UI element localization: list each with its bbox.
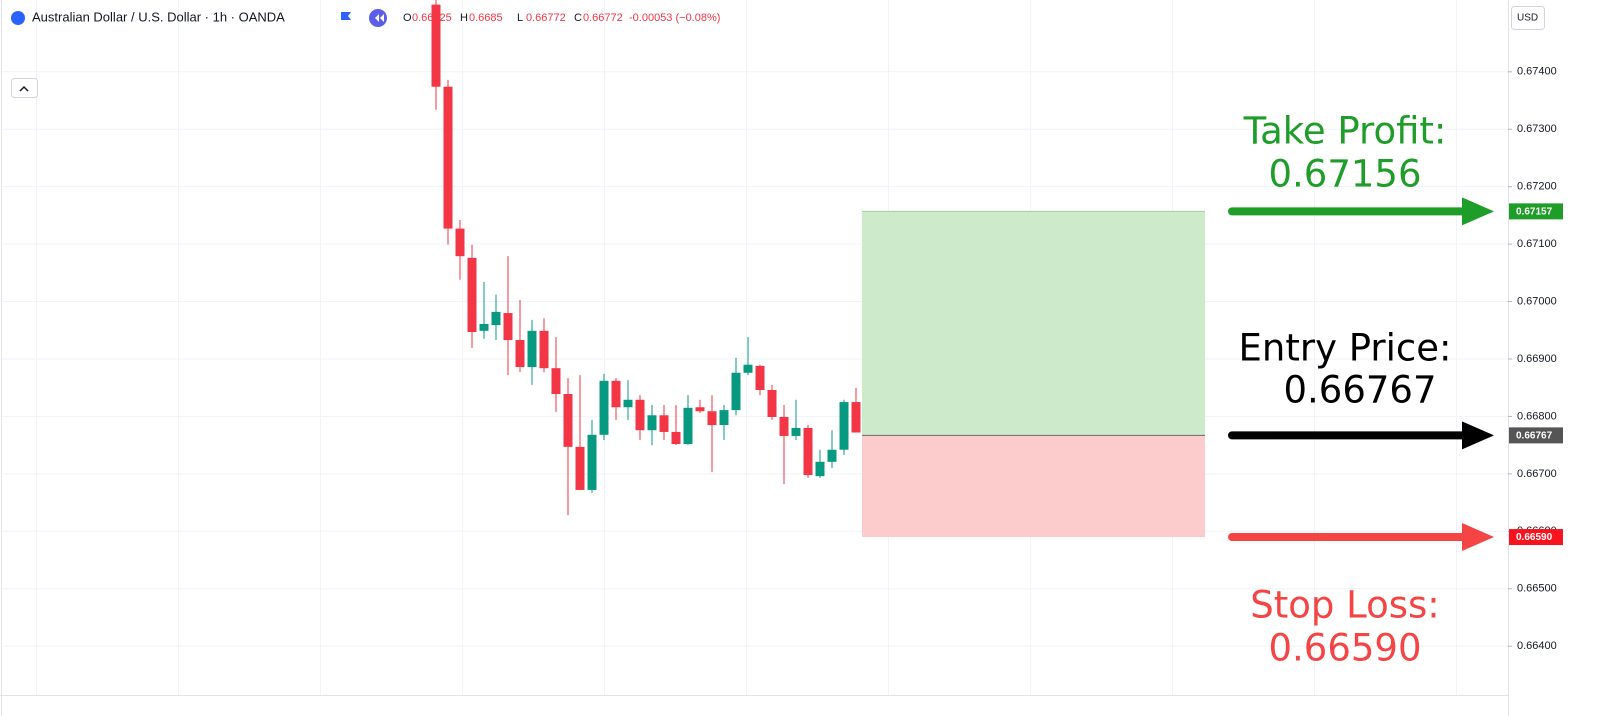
candle-body bbox=[839, 402, 849, 450]
candle-body bbox=[563, 394, 573, 447]
ohlc-legend: O 0.66825 H 0.6685 L 0.66772 C 0.66772 -0.00053 … bbox=[403, 12, 720, 24]
ohlc-value: 0.66772 bbox=[526, 12, 566, 24]
y-tick-label: 0.66400 bbox=[1517, 640, 1557, 652]
annotation-text: 0.67156 bbox=[1268, 153, 1421, 196]
candle-body bbox=[743, 364, 753, 373]
candle-body bbox=[575, 446, 585, 490]
candle-body bbox=[503, 313, 513, 341]
y-tick-label: 0.67200 bbox=[1517, 181, 1557, 193]
ohlc-value: 0.6685 bbox=[469, 12, 503, 24]
candle-body bbox=[791, 427, 801, 436]
ohlc-change: -0.00053 (−0.08%) bbox=[629, 12, 720, 24]
candle-body bbox=[611, 380, 621, 408]
candle-body bbox=[659, 415, 669, 432]
y-tick-label: 0.67300 bbox=[1517, 123, 1557, 135]
candle-body bbox=[803, 427, 813, 476]
ohlc-label: O bbox=[403, 12, 412, 24]
candle-body bbox=[599, 380, 609, 435]
zone bbox=[862, 211, 1205, 436]
candle-body bbox=[755, 365, 765, 391]
currency-button[interactable] bbox=[1511, 6, 1545, 30]
y-tick-label: 0.66800 bbox=[1517, 410, 1557, 422]
candle-body bbox=[539, 330, 549, 369]
candle-body bbox=[443, 86, 453, 229]
candle-body bbox=[647, 415, 657, 431]
candle-body bbox=[719, 410, 729, 426]
candle-body bbox=[431, 4, 441, 87]
candle-body bbox=[527, 330, 537, 368]
ohlc-label: C bbox=[574, 12, 582, 24]
ohlc-label: H bbox=[460, 12, 468, 24]
y-tick-label: 0.66700 bbox=[1517, 468, 1557, 480]
zones bbox=[862, 210, 1205, 538]
candle-body bbox=[683, 407, 693, 444]
y-tick-label: 0.66900 bbox=[1517, 353, 1557, 365]
collapse-icon bbox=[19, 85, 29, 92]
candle-body bbox=[779, 417, 789, 436]
arrow-head bbox=[1462, 421, 1494, 450]
ohlc-label: L bbox=[517, 12, 523, 24]
annotation-text: 0.66767 bbox=[1283, 369, 1436, 412]
candle-body bbox=[587, 434, 597, 490]
annotations: Take Profit:0.67156 Entry Price:0.66767 St… bbox=[1228, 110, 1494, 670]
candle-body bbox=[827, 449, 837, 462]
candle-body bbox=[731, 372, 741, 411]
candle-body bbox=[479, 323, 489, 331]
candle-body bbox=[491, 311, 501, 326]
y-tick-label: 0.67400 bbox=[1517, 66, 1557, 78]
arrow-head bbox=[1462, 197, 1494, 226]
candle-body bbox=[467, 257, 477, 332]
candle-body bbox=[455, 228, 465, 257]
chart-title: Australian Dollar / U.S. Dollar · 1h · O… bbox=[32, 9, 285, 24]
price-badge bbox=[1509, 427, 1563, 444]
price-axis: 0.67400 0.67300 0.67200 0.67100 0.67000 0.669… bbox=[1508, 66, 1563, 652]
symbol-icon bbox=[11, 11, 25, 25]
candle-body bbox=[635, 399, 645, 431]
flag-icon[interactable] bbox=[341, 12, 351, 20]
replay-icon bbox=[375, 14, 384, 22]
price-badge-label: 0.66767 bbox=[1516, 431, 1553, 442]
price-badge-label: 0.66590 bbox=[1516, 532, 1553, 543]
candle-body bbox=[515, 340, 525, 368]
price-badge bbox=[1509, 529, 1563, 546]
price-badge-label: 0.67157 bbox=[1516, 207, 1553, 218]
candles bbox=[431, 0, 861, 516]
candle-body bbox=[551, 368, 561, 395]
ohlc-value: 0.66825 bbox=[412, 12, 452, 24]
candle-body bbox=[851, 402, 861, 433]
arrow-head bbox=[1462, 523, 1494, 552]
currency-label: USD bbox=[1517, 13, 1538, 24]
annotation-text: Entry Price: bbox=[1239, 327, 1452, 370]
annotation-text: Stop Loss: bbox=[1250, 584, 1440, 627]
candle-body bbox=[671, 431, 681, 444]
candle-body bbox=[695, 407, 705, 412]
zone bbox=[862, 435, 1205, 538]
price-badge bbox=[1509, 203, 1563, 220]
candle-body bbox=[815, 461, 825, 477]
y-tick-label: 0.67100 bbox=[1517, 238, 1557, 250]
y-tick-label: 0.66500 bbox=[1517, 583, 1557, 595]
y-tick-label: 0.67000 bbox=[1517, 295, 1557, 307]
candle-body bbox=[623, 399, 633, 408]
annotation-text: 0.66590 bbox=[1268, 627, 1421, 670]
candle-body bbox=[707, 411, 717, 426]
ohlc-value: 0.66772 bbox=[583, 12, 623, 24]
candle-body bbox=[767, 390, 777, 417]
annotation-text: Take Profit: bbox=[1243, 110, 1447, 153]
